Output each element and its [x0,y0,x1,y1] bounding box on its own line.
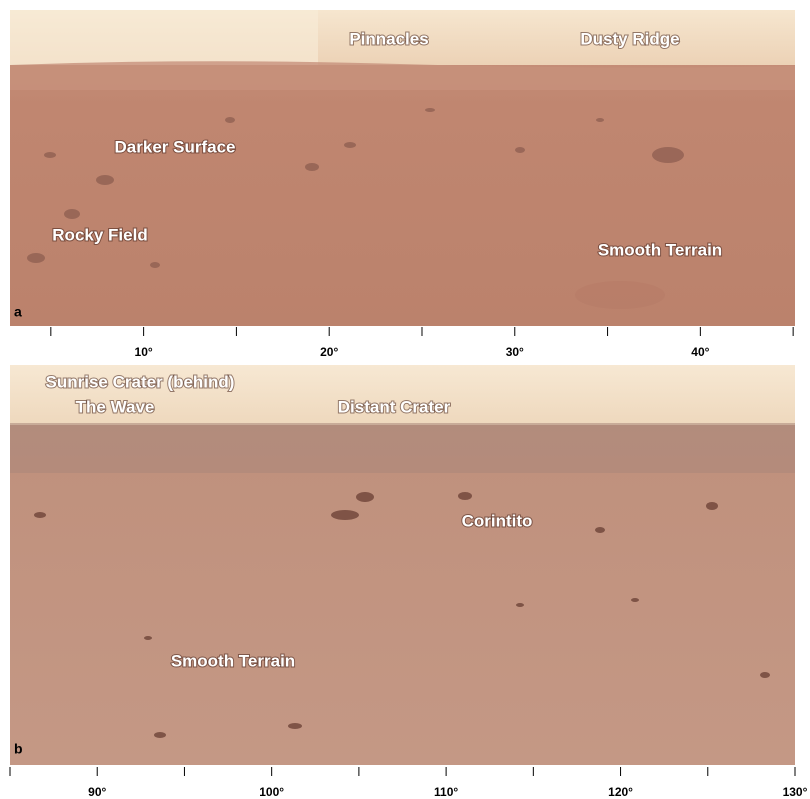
tick-label: 10° [135,345,153,359]
tick-label: 20° [320,345,338,359]
tick-label: 130° [783,785,808,799]
annotation: Darker Surface [115,137,236,156]
tick-label: 100° [259,785,284,799]
annotation: Pinnacles [349,29,428,48]
annotation: Sunrise Crater (behind) [46,372,235,391]
panel-label: a [14,304,22,320]
tick-label: 30° [506,345,524,359]
panel-b-image [10,365,795,765]
annotation: Corintito [462,511,533,530]
annotation: Smooth Terrain [598,240,722,259]
annotation: The Wave [76,397,155,416]
panel-label: b [14,741,23,757]
tick-label: 90° [88,785,106,799]
annotation: Dusty Ridge [580,29,679,48]
panel-a-image [10,10,795,326]
annotation: Distant Crater [338,397,451,416]
tick-label: 40° [691,345,709,359]
tick-label: 120° [608,785,633,799]
tick-label: 110° [434,785,458,799]
annotation: Smooth Terrain [171,651,295,670]
annotation: Rocky Field [52,225,147,244]
